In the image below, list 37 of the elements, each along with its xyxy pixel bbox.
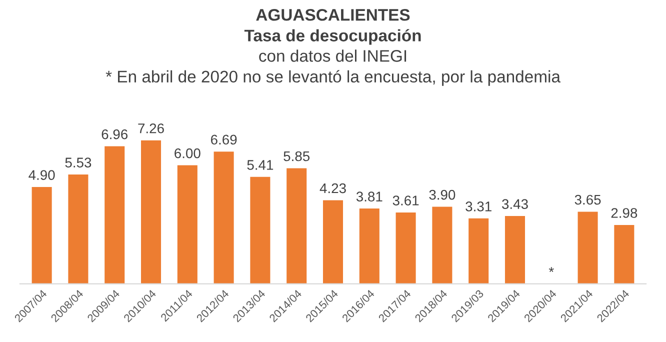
data-label: 3.65 xyxy=(574,194,601,205)
bar xyxy=(359,208,380,284)
data-label: 7.26 xyxy=(138,123,164,134)
data-label: 5.53 xyxy=(65,158,92,168)
chart-subtitle: Tasa de desocupación xyxy=(244,29,421,45)
bar xyxy=(104,146,125,284)
bar xyxy=(432,206,452,284)
data-label: 3.61 xyxy=(392,196,419,206)
bar xyxy=(614,224,634,284)
data-label: 6.00 xyxy=(174,148,200,158)
bar xyxy=(504,216,525,284)
data-label: 4.90 xyxy=(28,170,55,180)
bar xyxy=(578,212,598,284)
data-label: 4.23 xyxy=(320,183,346,194)
data-label: 6.96 xyxy=(102,129,128,140)
bar xyxy=(32,186,52,284)
bar xyxy=(250,176,270,284)
bar xyxy=(141,140,162,284)
data-label: 5.85 xyxy=(284,151,310,162)
bar xyxy=(286,168,307,284)
text: * xyxy=(548,267,554,272)
text: con datos del INEGI xyxy=(259,50,406,62)
data-label: 3.81 xyxy=(356,192,382,202)
data-label: 5.41 xyxy=(247,160,274,170)
data-label: 6.69 xyxy=(211,134,237,145)
bar xyxy=(68,174,88,284)
data-label: 3.90 xyxy=(429,190,456,200)
chart-title: AGUASCALIENTES xyxy=(256,8,410,21)
data-label: 3.31 xyxy=(466,202,492,212)
bar xyxy=(322,200,344,284)
bar xyxy=(214,152,234,284)
data-label: 2.98 xyxy=(611,208,638,218)
bar xyxy=(468,218,489,284)
bar xyxy=(396,212,416,284)
data-label: 3.43 xyxy=(502,199,528,210)
bar xyxy=(177,165,198,284)
text: * En abril de 2020 no se levantó la encuesta, por la pandemia xyxy=(106,70,560,86)
